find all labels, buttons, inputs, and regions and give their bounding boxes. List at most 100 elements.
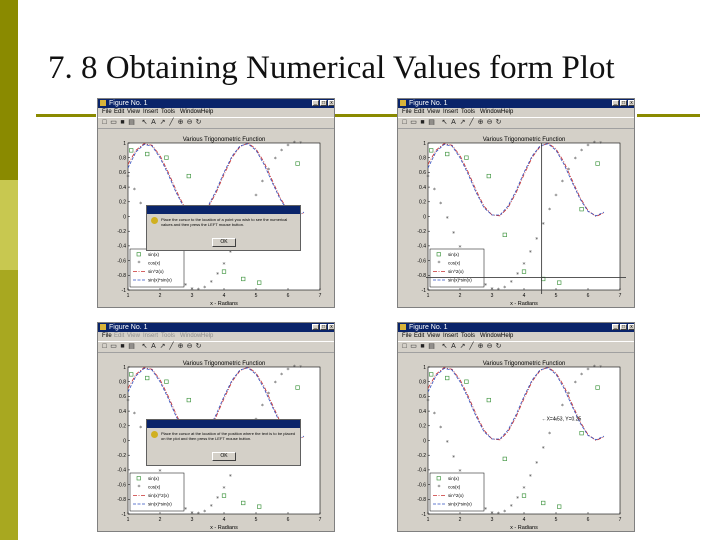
dialog-title-bar[interactable] [147,206,300,214]
select-arrow-icon[interactable]: ↖ [441,119,448,126]
zoom-out-icon[interactable]: ⊖ [486,119,493,126]
save-icon[interactable]: ■ [120,343,125,350]
save-icon[interactable]: ■ [420,119,425,126]
menu-tools[interactable]: Tools [161,333,176,339]
menu-view[interactable]: View [127,109,140,115]
zoom-in-icon[interactable]: ⊕ [477,343,484,350]
rotate-icon[interactable]: ↻ [495,119,502,126]
arrow-insert-icon[interactable]: ↗ [159,119,166,126]
minimize-button[interactable]: _ [612,100,619,106]
menu-file[interactable]: File [402,333,412,339]
figure-window-top-right[interactable]: Figure No. 1 _ □ x File Edit View Insert Tools Wi… [397,98,635,308]
maximize-button[interactable]: □ [620,324,627,330]
plot-canvas[interactable]: Various Trigonometric Function x - Radian… [398,99,635,308]
close-button[interactable]: x [628,324,634,330]
menu-view[interactable]: View [427,333,440,339]
minimize-button[interactable]: _ [612,324,619,330]
menu-file[interactable]: File [402,109,412,115]
instruction-dialog[interactable]: Place the cursor at the location of the … [146,419,301,466]
text-insert-icon[interactable]: A [451,343,456,350]
print-icon[interactable]: ▤ [128,343,135,350]
close-button[interactable]: x [328,324,334,330]
menu-help[interactable]: Help [201,333,214,339]
open-folder-icon[interactable]: ▭ [110,343,117,350]
open-folder-icon[interactable]: ▭ [110,119,117,126]
zoom-in-icon[interactable]: ⊕ [177,343,184,350]
menu-insert[interactable]: Insert [443,333,459,339]
chart-legend[interactable] [129,248,185,288]
arrow-insert-icon[interactable]: ↗ [159,343,166,350]
maximize-button[interactable]: □ [320,100,327,106]
menu-help[interactable]: Help [501,109,514,115]
ok-button[interactable]: OK [212,238,236,247]
menu-view[interactable]: View [127,333,140,339]
select-arrow-icon[interactable]: ↖ [441,343,448,350]
menu-edit[interactable]: Edit [414,109,425,115]
menu-tools[interactable]: Tools [461,109,476,115]
print-icon[interactable]: ▤ [428,343,435,350]
rotate-icon[interactable]: ↻ [195,343,202,350]
menu-file[interactable]: File [102,333,112,339]
menu-insert[interactable]: Insert [443,109,459,115]
zoom-out-icon[interactable]: ⊖ [186,119,193,126]
window-title-bar[interactable]: Figure No. 1 _ □ x [398,99,634,108]
zoom-in-icon[interactable]: ⊕ [477,119,484,126]
new-file-icon[interactable]: □ [402,343,407,350]
new-file-icon[interactable]: □ [102,343,107,350]
menu-tools[interactable]: Tools [161,109,176,115]
text-insert-icon[interactable]: A [451,119,456,126]
menu-window[interactable]: Window [180,109,202,115]
menu-window[interactable]: Window [480,333,502,339]
close-button[interactable]: x [328,100,334,106]
zoom-out-icon[interactable]: ⊖ [486,343,493,350]
rotate-icon[interactable]: ↻ [195,119,202,126]
minimize-button[interactable]: _ [312,324,319,330]
plot-canvas[interactable]: Various Trigonometric Function x - Radian… [398,323,635,532]
chart-legend[interactable] [129,472,185,512]
ok-button[interactable]: OK [212,452,236,461]
save-icon[interactable]: ■ [420,343,425,350]
menu-window[interactable]: Window [180,333,202,339]
line-insert-icon[interactable]: ╱ [169,119,174,126]
zoom-in-icon[interactable]: ⊕ [177,119,184,126]
plot-canvas[interactable]: Various Trigonometric Function x - Radian… [98,99,335,308]
select-arrow-icon[interactable]: ↖ [141,119,148,126]
instruction-dialog[interactable]: Place the cursor to the location of a po… [146,205,301,251]
open-folder-icon[interactable]: ▭ [410,119,417,126]
maximize-button[interactable]: □ [320,324,327,330]
menu-tools[interactable]: Tools [461,333,476,339]
line-insert-icon[interactable]: ╱ [469,343,474,350]
text-insert-icon[interactable]: A [151,343,156,350]
menu-insert[interactable]: Insert [143,333,159,339]
window-title-bar[interactable]: Figure No. 1 _ □ x [398,323,634,332]
line-insert-icon[interactable]: ╱ [169,343,174,350]
menu-file[interactable]: File [102,109,112,115]
menu-view[interactable]: View [427,109,440,115]
menu-window[interactable]: Window [480,109,502,115]
window-title-bar[interactable]: Figure No. 1 _ □ x [98,99,334,108]
menu-insert[interactable]: Insert [143,109,159,115]
text-insert-icon[interactable]: A [151,119,156,126]
menu-edit[interactable]: Edit [114,109,125,115]
dialog-title-bar[interactable] [147,420,300,428]
figure-window-bottom-left[interactable]: Figure No. 1 _ □ x File Edit View Insert Tools Wi… [97,322,335,532]
save-icon[interactable]: ■ [120,119,125,126]
print-icon[interactable]: ▤ [428,119,435,126]
menu-edit[interactable]: Edit [414,333,425,339]
select-arrow-icon[interactable]: ↖ [141,343,148,350]
minimize-button[interactable]: _ [312,100,319,106]
open-folder-icon[interactable]: ▭ [410,343,417,350]
menu-help[interactable]: Help [501,333,514,339]
maximize-button[interactable]: □ [620,100,627,106]
close-button[interactable]: x [628,100,634,106]
zoom-out-icon[interactable]: ⊖ [186,343,193,350]
new-file-icon[interactable]: □ [402,119,407,126]
print-icon[interactable]: ▤ [128,119,135,126]
chart-legend[interactable] [429,472,485,512]
rotate-icon[interactable]: ↻ [495,343,502,350]
menu-help[interactable]: Help [201,109,214,115]
figure-window-bottom-right[interactable]: Figure No. 1 _ □ x File Edit View Insert Tools Wi… [397,322,635,532]
menu-edit[interactable]: Edit [114,333,125,339]
arrow-insert-icon[interactable]: ↗ [459,119,466,126]
window-title-bar[interactable]: Figure No. 1 _ □ x [98,323,334,332]
